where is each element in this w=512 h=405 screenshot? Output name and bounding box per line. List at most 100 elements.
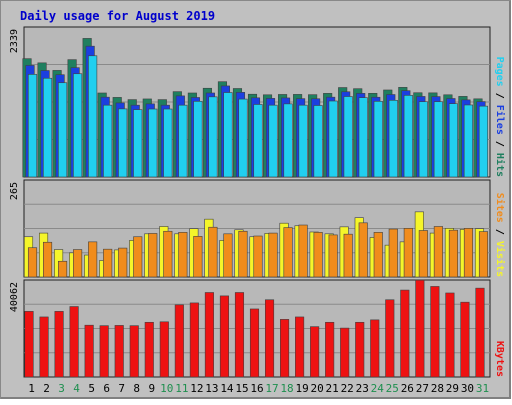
x-label-day-20: 20 xyxy=(311,382,324,395)
legend-label-files: Files xyxy=(494,105,506,135)
bar-kbytes-day-16 xyxy=(249,308,260,378)
x-label-day-28: 28 xyxy=(431,382,444,395)
bar-pages-day-12 xyxy=(193,101,203,178)
legend-label-hits: Hits xyxy=(494,153,506,177)
panels-layer: 2339 Pages / Files / Hits 265 Sites / Visit… xyxy=(9,26,506,378)
bar-pages-day-31 xyxy=(478,105,489,178)
bar-kbytes-day-31 xyxy=(475,287,485,378)
x-label-day-8: 8 xyxy=(133,382,140,395)
bar-kbytes-day-4 xyxy=(69,306,79,378)
bar-kbytes-day-28 xyxy=(430,286,440,378)
bar-sites-day-5 xyxy=(88,241,98,278)
bar-sites-day-7 xyxy=(118,247,128,278)
bar-pages-day-29 xyxy=(448,103,458,178)
y-max-label: 2339 xyxy=(9,29,20,53)
bar-sites-day-3 xyxy=(58,260,68,278)
bar-kbytes-day-26 xyxy=(400,289,410,378)
bar-pages-day-8 xyxy=(133,109,143,178)
x-label-day-31: 31 xyxy=(476,382,489,395)
bar-sites-day-27 xyxy=(418,230,428,278)
bar-sites-day-14 xyxy=(223,233,233,278)
bar-sites-day-28 xyxy=(433,226,443,278)
bar-sites-day-30 xyxy=(463,228,474,278)
bar-pages-day-4 xyxy=(73,73,83,178)
bar-pages-day-27 xyxy=(418,101,428,178)
bar-kbytes-day-14 xyxy=(219,295,229,378)
x-label-day-2: 2 xyxy=(43,382,50,395)
bar-pages-day-9 xyxy=(148,108,158,178)
legend-label-pages: Pages xyxy=(494,57,505,87)
bar-kbytes-day-5 xyxy=(84,324,94,378)
bar-pages-day-10 xyxy=(163,108,173,178)
bar-sites-day-22 xyxy=(343,233,353,278)
x-label-day-27: 27 xyxy=(416,382,429,395)
bar-sites-day-2 xyxy=(42,241,53,278)
bar-sites-day-16 xyxy=(253,235,263,278)
bar-pages-day-1 xyxy=(27,74,38,178)
bar-kbytes-day-8 xyxy=(129,325,139,378)
bar-sites-day-1 xyxy=(27,247,38,278)
bar-kbytes-day-9 xyxy=(144,321,154,378)
bar-kbytes-day-29 xyxy=(445,292,455,378)
chart-title: Daily usage for August 2019 xyxy=(20,9,215,23)
bar-pages-day-6 xyxy=(103,104,113,178)
x-label-day-16: 16 xyxy=(250,382,263,395)
bar-pages-day-22 xyxy=(343,96,353,178)
panel-hits-files-pages: 2339 Pages / Files / Hits xyxy=(9,26,506,178)
bar-kbytes-day-17 xyxy=(264,299,275,378)
bar-sites-day-9 xyxy=(148,233,158,278)
bar-kbytes-day-18 xyxy=(280,319,290,378)
x-label-day-23: 23 xyxy=(356,382,369,395)
bar-kbytes-day-6 xyxy=(99,325,109,378)
legend-label-visits: Visits xyxy=(494,241,506,277)
bar-sites-day-10 xyxy=(163,230,173,278)
x-label-day-13: 13 xyxy=(205,382,218,395)
x-label-day-15: 15 xyxy=(235,382,248,395)
x-label-day-6: 6 xyxy=(103,382,110,395)
bar-sites-day-18 xyxy=(283,227,293,278)
legend-label-sites: Sites xyxy=(494,193,506,223)
y-max-label: 40062 xyxy=(9,282,20,312)
bar-pages-day-17 xyxy=(268,104,278,178)
x-label-day-18: 18 xyxy=(280,382,293,395)
legend-separator: / xyxy=(494,87,505,105)
bar-kbytes-day-22 xyxy=(340,327,350,378)
bar-pages-day-26 xyxy=(403,95,413,178)
bar-sites-day-19 xyxy=(298,224,308,278)
bar-pages-day-7 xyxy=(118,108,128,178)
x-label-day-17: 17 xyxy=(265,382,278,395)
legend-label-kbytes: KBytes xyxy=(494,341,505,377)
bar-kbytes-day-10 xyxy=(159,321,169,378)
bar-kbytes-day-2 xyxy=(39,316,49,378)
bar-pages-day-13 xyxy=(208,96,218,178)
bar-sites-day-20 xyxy=(313,232,323,278)
bar-pages-day-5 xyxy=(88,55,98,178)
x-label-day-24: 24 xyxy=(371,382,385,395)
bar-kbytes-day-25 xyxy=(385,299,395,378)
x-axis-labels: 1 2 3 4 5 6 7 8 9 10 11 12 13 14 15 16 17 18 19 20 21 22 23 24 2… xyxy=(28,382,489,395)
x-label-day-22: 22 xyxy=(341,382,354,395)
bar-pages-day-11 xyxy=(178,104,188,178)
bar-sites-day-12 xyxy=(193,236,203,278)
bar-sites-day-6 xyxy=(103,248,113,278)
x-label-day-29: 29 xyxy=(446,382,459,395)
x-label-day-26: 26 xyxy=(401,382,414,395)
bar-sites-day-11 xyxy=(178,232,188,278)
series-legend-hits-files-pages: Pages / Files / Hits xyxy=(494,57,506,177)
bar-pages-day-2 xyxy=(42,77,53,178)
bar-kbytes-day-3 xyxy=(54,311,64,378)
panel-kbytes: 40062 KBytes xyxy=(9,279,505,378)
bar-sites-day-17 xyxy=(268,232,278,278)
x-label-day-7: 7 xyxy=(118,382,125,395)
bar-kbytes-day-21 xyxy=(325,321,335,378)
bar-sites-day-26 xyxy=(403,228,413,278)
bar-kbytes-day-1 xyxy=(24,311,34,378)
x-label-day-10: 10 xyxy=(160,382,173,395)
series-legend-kbytes: KBytes xyxy=(494,341,505,377)
bar-kbytes-day-7 xyxy=(114,325,124,378)
x-label-day-30: 30 xyxy=(461,382,474,395)
bar-kbytes-day-20 xyxy=(310,326,320,378)
bar-sites-day-21 xyxy=(328,234,338,278)
